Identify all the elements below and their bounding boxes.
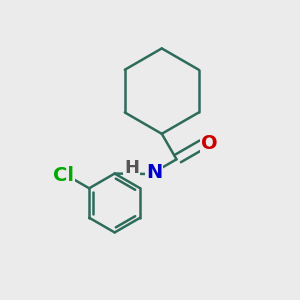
Text: Cl: Cl [53, 166, 74, 185]
Text: N: N [146, 163, 162, 182]
Text: H: H [124, 158, 140, 176]
Text: O: O [201, 134, 218, 153]
